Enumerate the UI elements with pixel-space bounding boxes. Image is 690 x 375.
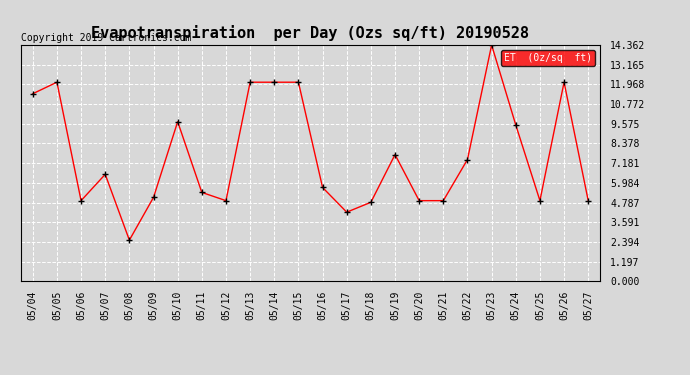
Text: Copyright 2019 Cartronics.com: Copyright 2019 Cartronics.com xyxy=(21,33,191,43)
Title: Evapotranspiration  per Day (Ozs sq/ft) 20190528: Evapotranspiration per Day (Ozs sq/ft) 2… xyxy=(92,25,529,41)
Legend: ET  (0z/sq  ft): ET (0z/sq ft) xyxy=(502,50,595,66)
